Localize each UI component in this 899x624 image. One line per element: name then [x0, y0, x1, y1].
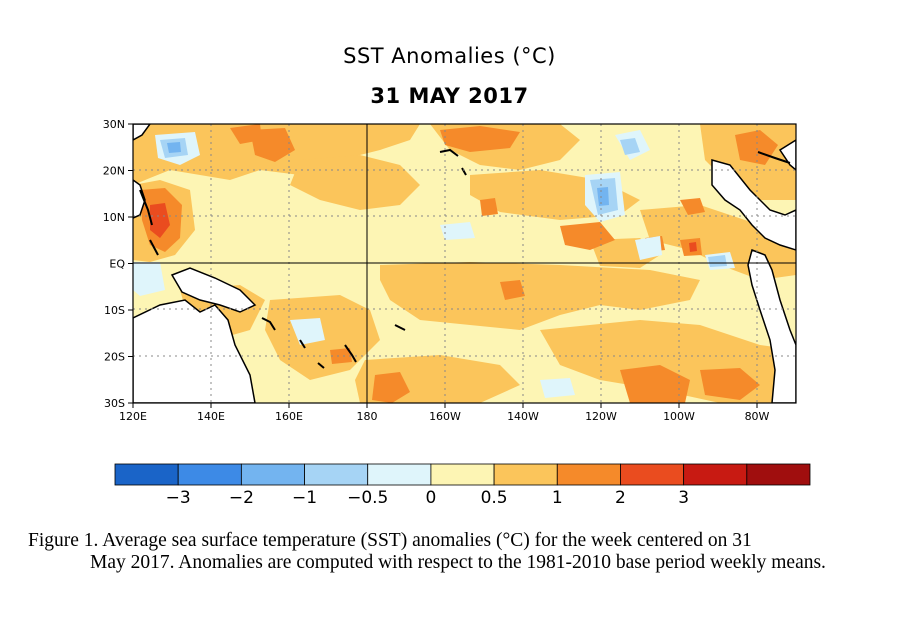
- lat-tick-label: 30S: [104, 397, 125, 410]
- figure-caption: Figure 1. Average sea surface temperatur…: [28, 530, 888, 574]
- colorbar: −3 −2 −1 −0.5 0 0.5 1 2 3: [114, 463, 811, 508]
- colorbar-swatch: [367, 463, 432, 486]
- longitude-axis: 120E 140E 160E 180 160W 140W 120W 100W 80W: [119, 403, 770, 423]
- colorbar-label: 2: [615, 488, 626, 508]
- colorbar-swatch: [556, 463, 621, 486]
- colorbar-swatch: [620, 463, 685, 486]
- lon-tick-label: 140E: [197, 410, 225, 423]
- map-title: SST Anomalies (°C): [343, 44, 556, 68]
- colorbar-swatch: [683, 463, 748, 486]
- lat-tick-label: 20N: [103, 165, 125, 178]
- lon-tick-label: 160W: [429, 410, 461, 423]
- sst-anomaly-map: 30N 20N 10N EQ 10S 20S 30S 120E 140E 160E 180 160W…: [103, 118, 811, 508]
- anomaly-2-3-regions: [150, 203, 697, 252]
- colorbar-label: −2: [229, 488, 254, 508]
- anomaly-neg2-neg1-regions: [167, 142, 609, 206]
- map-date-subtitle: 31 MAY 2017: [370, 84, 529, 108]
- lat-tick-label: 30N: [103, 118, 125, 131]
- anomaly-field: [133, 124, 796, 403]
- colorbar-swatch: [240, 463, 305, 486]
- lon-tick-label: 120W: [585, 410, 617, 423]
- colorbar-swatch: [114, 463, 179, 486]
- colorbar-label: −1: [292, 488, 317, 508]
- lat-tick-label: 10N: [103, 211, 125, 224]
- lon-tick-label: 180: [357, 410, 378, 423]
- colorbar-label: −0.5: [347, 488, 388, 508]
- lon-tick-label: 120E: [119, 410, 147, 423]
- lon-tick-label: 140W: [507, 410, 539, 423]
- latitude-axis: 30N 20N 10N EQ 10S 20S 30S: [103, 118, 133, 410]
- colorbar-swatch: [177, 463, 242, 486]
- islands: [139, 148, 791, 369]
- colorbar-label: 0: [425, 488, 436, 508]
- caption-continuation: May 2017. Anomalies are computed with re…: [90, 552, 826, 573]
- colorbar-label: 1: [552, 488, 563, 508]
- lat-tick-label: 20S: [104, 351, 125, 364]
- lon-tick-label: 80W: [745, 410, 770, 423]
- caption-line-1: Figure 1. Average sea surface temperatur…: [28, 530, 752, 551]
- lat-tick-label: 10S: [104, 304, 125, 317]
- lon-tick-label: 160E: [275, 410, 303, 423]
- colorbar-swatch: [430, 463, 495, 486]
- colorbar-swatch: [493, 463, 558, 486]
- colorbar-swatch: [746, 463, 811, 486]
- colorbar-label: 3: [678, 488, 689, 508]
- lon-tick-label: 100W: [663, 410, 695, 423]
- colorbar-label: −3: [166, 488, 191, 508]
- colorbar-swatch: [304, 463, 369, 486]
- lat-tick-label: EQ: [109, 258, 125, 271]
- colorbar-label: 0.5: [481, 488, 508, 508]
- land-masses: [133, 124, 796, 403]
